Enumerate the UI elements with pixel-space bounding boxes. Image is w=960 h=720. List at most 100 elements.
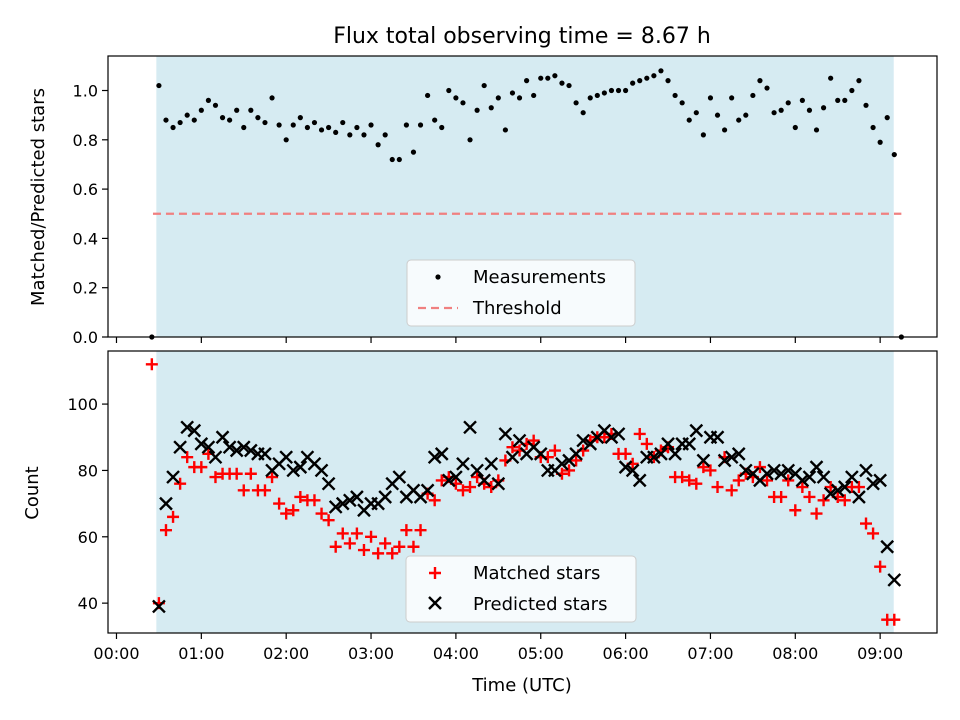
predicted-star-point: [392, 470, 407, 484]
bottom-x-tick-label: 02:00: [263, 644, 309, 663]
matched-star-point: [810, 507, 823, 520]
measurement-point: [665, 78, 671, 84]
matched-star-point: [619, 447, 632, 460]
predicted-star-point: [152, 599, 166, 614]
matched-star-point: [393, 540, 406, 553]
measurement-point: [184, 112, 190, 118]
bottom-plot-frame: [107, 350, 938, 634]
measurement-point: [622, 87, 629, 94]
predicted-star-point: [724, 450, 739, 465]
top-y-tick-label: 0.4: [73, 229, 98, 248]
top-panel: 0.0 0.2 0.4 0.6 0.8 1.0 Matched/Predicted sta…: [28, 55, 938, 347]
legend-predicted-label: Predicted stars: [473, 594, 607, 615]
matched-star-point: [506, 441, 519, 454]
predicted-star-point: [781, 463, 796, 478]
predicted-star-point: [569, 446, 583, 461]
measurement-point: [750, 92, 756, 99]
matched-star-point: [407, 540, 420, 553]
predicted-star-point: [258, 446, 272, 461]
measurement-point: [736, 117, 742, 123]
measurement-point: [729, 95, 735, 101]
x-axis-label: Time (UTC): [471, 675, 572, 696]
matched-star-point: [372, 547, 385, 560]
matched-star-point: [789, 504, 802, 517]
predicted-star-point: [222, 440, 237, 455]
measurement-point: [743, 112, 749, 118]
top-legend: Measurements Threshold: [406, 259, 636, 327]
measurement-point: [785, 100, 791, 106]
measurement-point: [340, 119, 346, 126]
predicted-star-point: [816, 470, 831, 484]
measurement-point: [368, 122, 374, 128]
measurement-point: [799, 97, 805, 103]
predicted-star-point: [236, 440, 251, 455]
bottom-x-tick-label: 08:00: [772, 644, 818, 663]
predicted-star-point: [314, 463, 329, 478]
predicted-star-point: [604, 430, 619, 445]
predicted-star-point: [208, 450, 223, 465]
measurement-point: [651, 73, 657, 79]
predicted-star-point: [661, 437, 675, 451]
predicted-star-point: [449, 470, 463, 484]
measurement-point: [545, 75, 551, 81]
predicted-star-point: [632, 473, 647, 488]
bottom-y-tick-label: 100: [67, 395, 98, 414]
matched-star-point: [386, 547, 399, 560]
matched-star-point: [888, 613, 901, 626]
measurement-point: [227, 117, 233, 123]
predicted-star-point: [873, 473, 887, 488]
top-axis-ticks: 0.0 0.2 0.4 0.6 0.8 1.0: [73, 82, 108, 347]
matched-star-point: [159, 524, 172, 537]
predicted-star-point: [823, 486, 838, 501]
predicted-star-point: [463, 420, 477, 435]
predicted-star-point: [830, 483, 845, 498]
top-y-tick-label: 0.6: [73, 180, 98, 199]
bottom-x-tick-label: 07:00: [687, 644, 733, 663]
predicted-star-point: [837, 480, 852, 494]
measurement-point: [417, 122, 424, 128]
predicted-star-point: [441, 473, 456, 488]
measurement-point: [354, 124, 360, 131]
predicted-star-point: [795, 473, 810, 488]
top-y-tick-label: 0.2: [73, 279, 98, 298]
matched-star-point: [308, 494, 321, 507]
measurement-point: [587, 95, 593, 101]
matched-star-point: [244, 467, 257, 480]
matched-star-point: [400, 524, 413, 537]
legend-measurements-label: Measurements: [473, 267, 606, 288]
bottom-y-tick-label: 80: [78, 461, 98, 480]
predicted-star-point: [335, 496, 350, 511]
measurement-point: [290, 122, 296, 128]
measurement-point: [432, 117, 438, 123]
matched-star-point: [817, 494, 830, 507]
bottom-y-tick-label: 60: [78, 528, 98, 547]
predicted-star-point: [293, 460, 308, 474]
top-y-tick-label: 1.0: [73, 82, 98, 101]
predicted-star-point: [491, 476, 506, 491]
matched-star-point: [365, 530, 378, 543]
predicted-star-point: [625, 463, 640, 478]
measurement-point: [481, 82, 487, 89]
measurement-point: [488, 105, 494, 111]
measurement-point: [170, 124, 176, 131]
measurement-point: [877, 139, 883, 145]
predicted-star-point: [194, 437, 209, 451]
measurement-point: [693, 110, 699, 116]
measurement-point: [531, 92, 537, 99]
measurement-point: [757, 78, 763, 84]
predicted-star-point: [611, 427, 626, 441]
predicted-star-point: [342, 493, 357, 508]
matched-star-point: [145, 358, 158, 371]
predicted-star-point: [470, 463, 484, 478]
matched-star-point: [230, 467, 243, 480]
matched-star-point: [322, 514, 335, 527]
predicted-star-point: [710, 430, 725, 445]
legend-measurement-marker: [435, 274, 441, 280]
matched-star-point: [633, 427, 646, 440]
measurement-point: [191, 117, 197, 123]
top-y-tick-label: 0.0: [73, 328, 98, 347]
matched-star-point: [598, 431, 611, 444]
matched-star-point: [258, 484, 271, 497]
bottom-legend-box: [405, 555, 637, 623]
matched-star-point: [711, 481, 724, 494]
